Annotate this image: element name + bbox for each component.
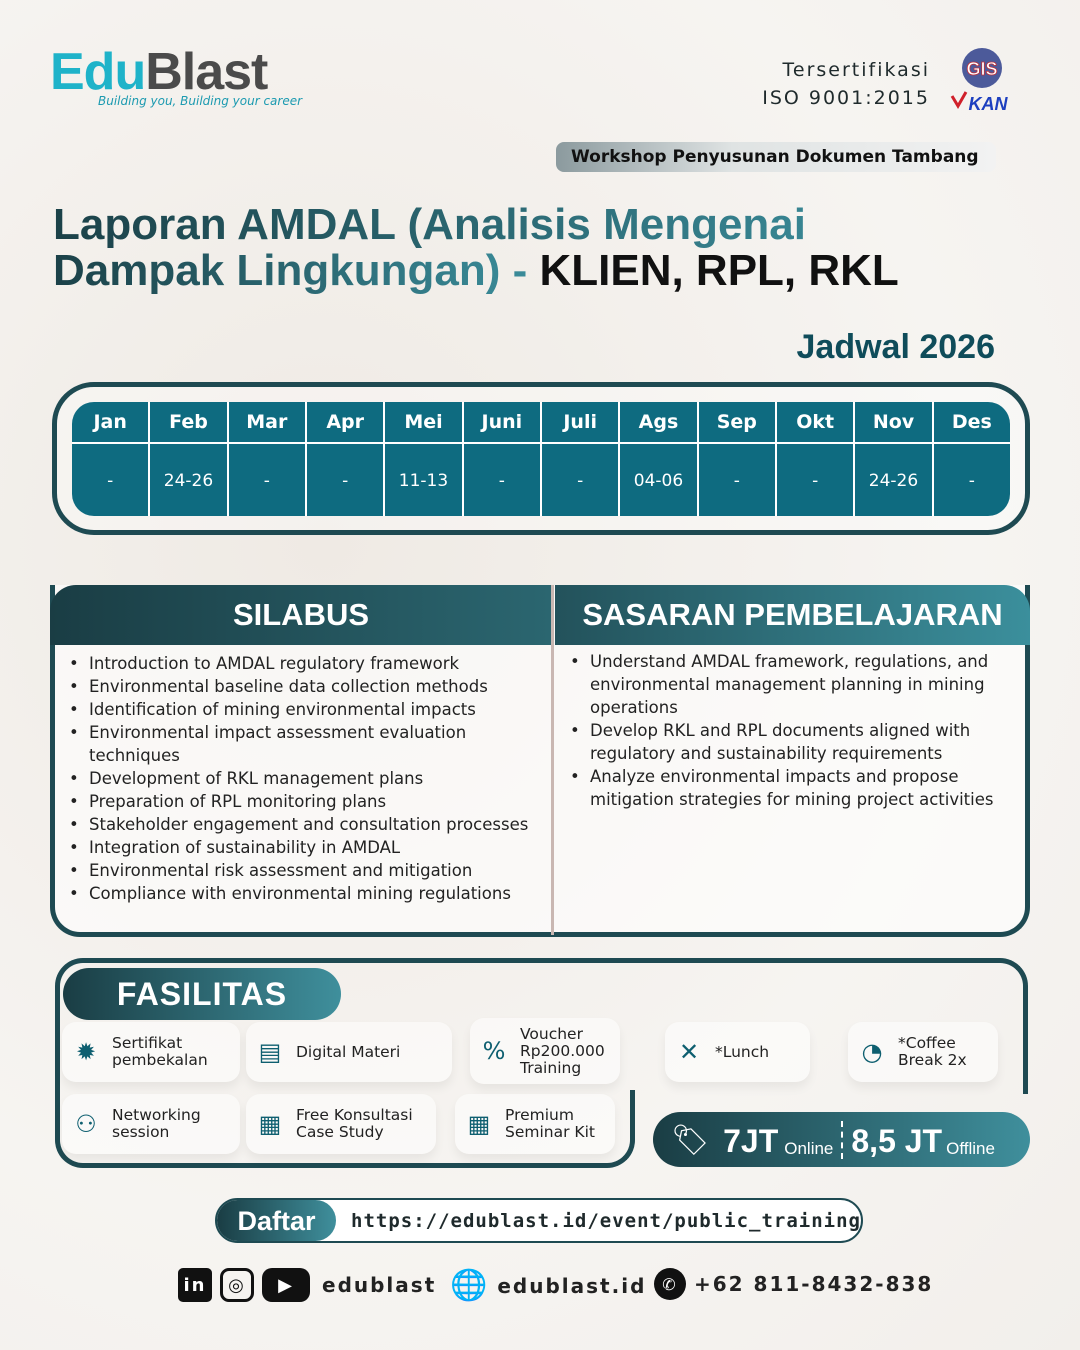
list-item: Understand AMDAL framework, regulations,… bbox=[570, 650, 1010, 719]
coffee-clock-icon: ◔ bbox=[861, 1038, 883, 1066]
month-header: Mar bbox=[228, 402, 305, 442]
list-item: Integration of sustainability in AMDAL bbox=[69, 836, 549, 859]
facilities-frame bbox=[55, 958, 1028, 1094]
instagram-icon[interactable]: ◎ bbox=[220, 1268, 254, 1302]
facility-item: ▤ Digital Materi bbox=[246, 1022, 452, 1082]
date-cell: 24-26 bbox=[855, 444, 932, 516]
list-item: Develop RKL and RPL documents aligned wi… bbox=[570, 719, 1010, 765]
register-button[interactable]: Daftar bbox=[217, 1200, 336, 1241]
sasaran-heading: SASARAN PEMBELAJARAN bbox=[555, 585, 1030, 645]
phone-link[interactable]: ✆ +62 811-8432-838 bbox=[654, 1268, 933, 1300]
seminar-icon: ▦ bbox=[467, 1110, 491, 1138]
utensils-icon: ✕ bbox=[678, 1038, 700, 1066]
list-item: Compliance with environmental mining reg… bbox=[69, 882, 549, 905]
social-links: in ◎ ▶ edublast bbox=[178, 1268, 436, 1302]
silabus-heading: SILABUS bbox=[50, 585, 552, 645]
month-header: Nov bbox=[855, 402, 932, 442]
register-bar[interactable]: Daftar https://edublast.id/event/public_… bbox=[215, 1198, 863, 1243]
date-cell: 04-06 bbox=[620, 444, 697, 516]
facility-item: % Voucher Rp200.000 Training bbox=[470, 1018, 620, 1084]
facility-item: ✹ Sertifikat pembekalan bbox=[62, 1022, 240, 1082]
register-url[interactable]: https://edublast.id/event/public_trainin… bbox=[351, 1209, 861, 1232]
month-header: Feb bbox=[150, 402, 227, 442]
sasaran-list: Understand AMDAL framework, regulations,… bbox=[570, 650, 1010, 811]
facility-item: ⚇ Networking session bbox=[62, 1094, 240, 1154]
list-item: Preparation of RPL monitoring plans bbox=[69, 790, 549, 813]
month-header: Mei bbox=[385, 402, 462, 442]
price-tag-icon: 🏷 bbox=[671, 1124, 710, 1157]
price-divider bbox=[841, 1121, 844, 1159]
gis-kan-badge-icon: GIS KAN bbox=[950, 48, 1009, 114]
list-item: Identification of mining environmental i… bbox=[69, 698, 549, 721]
date-cell: 11-13 bbox=[385, 444, 462, 516]
network-icon: ⚇ bbox=[75, 1110, 97, 1138]
date-cell: - bbox=[307, 444, 384, 516]
facility-item: ▦ Premium Seminar Kit bbox=[455, 1094, 615, 1154]
list-item: Introduction to AMDAL regulatory framewo… bbox=[69, 652, 549, 675]
date-cell: - bbox=[72, 444, 149, 516]
list-item: Environmental risk assessment and mitiga… bbox=[69, 859, 549, 882]
list-item: Analyze environmental impacts and propos… bbox=[570, 765, 1010, 811]
page-title: Laporan AMDAL (Analisis Mengenai Dampak … bbox=[53, 200, 899, 295]
list-item: Development of RKL management plans bbox=[69, 767, 549, 790]
brand-tagline: Building you, Building your career bbox=[98, 94, 303, 108]
silabus-list: Introduction to AMDAL regulatory framewo… bbox=[69, 652, 549, 905]
schedule-table: Jan Feb Mar Apr Mei Juni Juli Ags Sep Okt Nov Des -… bbox=[72, 402, 1010, 516]
list-item: Environmental impact assessment evaluati… bbox=[69, 721, 549, 767]
facility-item: ▦ Free Konsultasi Case Study bbox=[246, 1094, 436, 1154]
facility-item: ✕ *Lunch bbox=[665, 1022, 810, 1082]
date-cell: 24-26 bbox=[150, 444, 227, 516]
schedule-heading: Jadwal 2026 bbox=[796, 328, 995, 366]
facility-item: ◔ *Coffee Break 2x bbox=[848, 1022, 998, 1082]
svg-text:KAN: KAN bbox=[969, 94, 1009, 114]
list-item: Stakeholder engagement and consultation … bbox=[69, 813, 549, 836]
date-cell: - bbox=[463, 444, 540, 516]
edublast-logo: EduBlast bbox=[50, 43, 268, 101]
month-header: Sep bbox=[698, 402, 775, 442]
month-header: Ags bbox=[620, 402, 697, 442]
social-handle: edublast bbox=[322, 1273, 437, 1297]
certification-text: Tersertifikasi ISO 9001:2015 bbox=[762, 59, 930, 109]
date-cell: - bbox=[698, 444, 775, 516]
fasilitas-heading: FASILITAS bbox=[63, 968, 341, 1020]
linkedin-icon[interactable]: in bbox=[178, 1268, 212, 1302]
month-header: Juni bbox=[463, 402, 540, 442]
certificate-icon: ✹ bbox=[75, 1038, 97, 1066]
voucher-icon: % bbox=[482, 1037, 506, 1065]
month-header: Des bbox=[933, 402, 1010, 442]
presentation-icon: ▦ bbox=[258, 1110, 282, 1138]
website-link[interactable]: 🌐 edublast.id bbox=[450, 1268, 647, 1303]
date-cell: - bbox=[777, 444, 854, 516]
column-divider bbox=[551, 585, 554, 935]
date-cell: - bbox=[228, 444, 305, 516]
month-header: Juli bbox=[542, 402, 619, 442]
youtube-icon[interactable]: ▶ bbox=[262, 1268, 310, 1302]
workshop-label: Workshop Penyusunan Dokumen Tambang bbox=[556, 142, 996, 172]
date-cell: - bbox=[933, 444, 1010, 516]
month-header: Okt bbox=[777, 402, 854, 442]
list-item: Environmental baseline data collection m… bbox=[69, 675, 549, 698]
svg-text:GIS: GIS bbox=[966, 59, 997, 79]
month-header: Jan bbox=[72, 402, 149, 442]
month-header: Apr bbox=[307, 402, 384, 442]
facilities-frame-bottom bbox=[55, 1090, 635, 1168]
price-badge: 🏷 7JT Online 8,5 JT Offline bbox=[653, 1112, 1030, 1167]
whatsapp-icon: ✆ bbox=[654, 1268, 686, 1300]
monitor-book-icon: ▤ bbox=[258, 1038, 282, 1066]
globe-icon: 🌐 bbox=[450, 1268, 490, 1303]
date-cell: - bbox=[542, 444, 619, 516]
